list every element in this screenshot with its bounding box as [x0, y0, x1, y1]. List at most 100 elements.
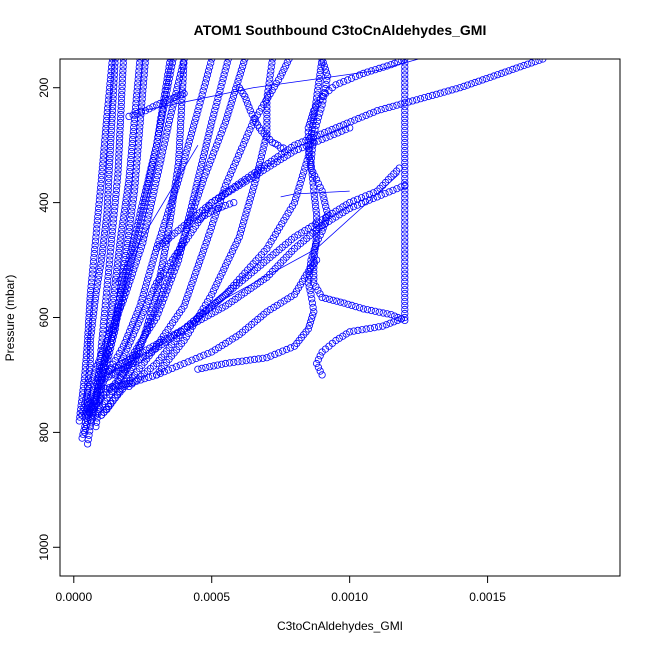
data-point: [359, 305, 367, 313]
data-point: [113, 260, 122, 268]
data-point: [86, 422, 94, 431]
data-point: [296, 179, 304, 188]
data-point: [101, 305, 109, 313]
data-point: [210, 149, 218, 157]
data-point: [226, 359, 234, 367]
data-point: [141, 63, 149, 71]
data-point: [104, 272, 112, 281]
data-point: [130, 245, 139, 253]
data-point: [117, 114, 125, 123]
data-point: [307, 114, 316, 122]
data-point: [137, 108, 145, 116]
data-point: [226, 103, 234, 111]
data-point: [92, 422, 100, 431]
data-point: [129, 330, 137, 339]
data-point: [306, 140, 314, 148]
data-point: [100, 148, 108, 156]
data-point: [286, 206, 294, 214]
data-point: [312, 206, 320, 214]
data-point: [146, 313, 154, 322]
data-point: [516, 63, 524, 71]
data-point: [210, 362, 218, 370]
data-point: [401, 250, 409, 258]
data-point: [198, 156, 207, 165]
data-point: [246, 195, 254, 203]
data-point: [244, 99, 252, 108]
data-point: [312, 222, 321, 230]
data-point: [309, 110, 317, 118]
data-point: [250, 114, 258, 123]
data-point: [374, 323, 383, 331]
data-point: [101, 136, 109, 144]
data-point: [363, 306, 371, 314]
data-point: [139, 199, 147, 207]
data-point: [93, 375, 101, 383]
data-point: [401, 158, 409, 166]
data-point: [152, 145, 160, 153]
profile-series-21: [235, 84, 287, 152]
data-point: [165, 221, 173, 229]
data-point: [178, 99, 186, 107]
data-point: [381, 190, 389, 198]
data-point: [401, 67, 409, 75]
data-point: [314, 113, 323, 121]
data-point: [98, 164, 107, 172]
data-point: [171, 182, 179, 190]
data-point: [389, 186, 397, 194]
data-point: [103, 108, 111, 116]
data-point: [103, 371, 111, 379]
data-point: [353, 201, 362, 209]
data-point: [204, 164, 212, 172]
data-point: [168, 264, 176, 272]
data-point: [135, 225, 143, 233]
x-tick-label: 0.0010: [331, 590, 368, 604]
data-point: [92, 233, 100, 241]
data-point: [164, 71, 172, 79]
data-point: [201, 242, 209, 251]
data-point: [91, 245, 99, 253]
data-point: [105, 178, 113, 186]
data-point: [85, 313, 93, 322]
data-point: [176, 361, 184, 369]
data-point: [154, 168, 162, 176]
data-point: [401, 181, 409, 189]
data-point: [216, 133, 224, 142]
data-point: [211, 206, 219, 214]
data-point: [298, 172, 307, 180]
data-point: [129, 195, 137, 203]
data-point: [184, 291, 192, 299]
data-point: [96, 367, 104, 375]
data-point: [105, 384, 113, 392]
data-point: [401, 99, 409, 107]
data-point: [256, 156, 265, 165]
data-point: [319, 93, 328, 101]
data-point: [401, 274, 409, 282]
data-point: [134, 229, 142, 237]
data-point: [220, 122, 228, 130]
data-point: [266, 75, 274, 83]
data-point: [103, 116, 111, 125]
data-point: [321, 65, 329, 73]
y-tick-label: 800: [37, 422, 51, 442]
data-point: [268, 59, 276, 67]
data-point: [131, 241, 139, 249]
data-point: [322, 134, 330, 142]
data-point: [237, 225, 246, 233]
data-point: [194, 261, 202, 269]
data-point: [169, 101, 177, 109]
data-point: [130, 237, 138, 245]
data-point: [131, 327, 139, 335]
data-point: [84, 401, 92, 409]
data-point: [151, 149, 159, 157]
data-point: [156, 118, 164, 126]
data-point: [136, 123, 144, 131]
data-point: [401, 79, 409, 87]
data-point: [204, 67, 213, 75]
profile-series-10: [92, 59, 249, 419]
data-point: [316, 352, 324, 360]
data-point: [349, 197, 358, 205]
data-point: [204, 349, 212, 358]
y-tick-label: 600: [37, 307, 51, 327]
data-point: [246, 356, 254, 364]
data-point: [214, 361, 222, 369]
